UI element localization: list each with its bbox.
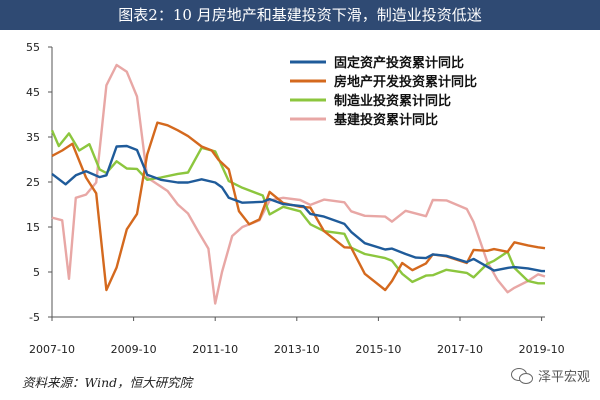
legend-label: 房地产开发投资累计同比 <box>334 74 477 90</box>
watermark: 泽平宏观 <box>510 366 590 385</box>
y-tick-label: 55 <box>26 41 40 54</box>
x-tick-label: 2013-10 <box>274 343 320 356</box>
x-tick-label: 2015-10 <box>355 343 401 356</box>
axes: -5 5 15 25 35 45 55 2007-10 2009-10 2011-10 2013-1… <box>26 41 565 356</box>
legend-label: 基建投资累计同比 <box>333 112 438 128</box>
y-tick-label: 15 <box>26 221 40 234</box>
series-line-3 <box>50 129 545 285</box>
wechat-icon <box>510 367 533 385</box>
y-tick-label: 25 <box>26 176 40 189</box>
legend-label: 制造业投资累计同比 <box>334 93 451 109</box>
series-lines <box>50 63 546 305</box>
x-tick-label: 2019-10 <box>519 343 565 356</box>
series-line-4 <box>51 63 546 305</box>
y-tick-label: 35 <box>26 131 40 144</box>
x-tick-label: 2009-10 <box>111 343 157 356</box>
watermark-text: 泽平宏观 <box>537 370 590 385</box>
y-tick-label: -5 <box>29 311 40 324</box>
chart-title: 图表2：10 月房地产和基建投资下滑，制造业投资低迷 <box>0 0 600 30</box>
source-note: 资料来源：Wind，恒大研究院 <box>22 375 193 390</box>
legend-label: 固定资产投资累计同比 <box>334 55 464 71</box>
series-line-1 <box>51 144 545 273</box>
y-tick-label: 45 <box>26 86 40 99</box>
line-chart: -5 5 15 25 35 45 55 2007-10 2009-10 2011-10 2013-1… <box>26 41 565 356</box>
x-tick-label: 2017-10 <box>437 343 483 356</box>
x-tick-label: 2011-10 <box>192 343 238 356</box>
y-tick-label: 5 <box>33 266 40 279</box>
x-tick-label: 2007-10 <box>29 343 75 356</box>
